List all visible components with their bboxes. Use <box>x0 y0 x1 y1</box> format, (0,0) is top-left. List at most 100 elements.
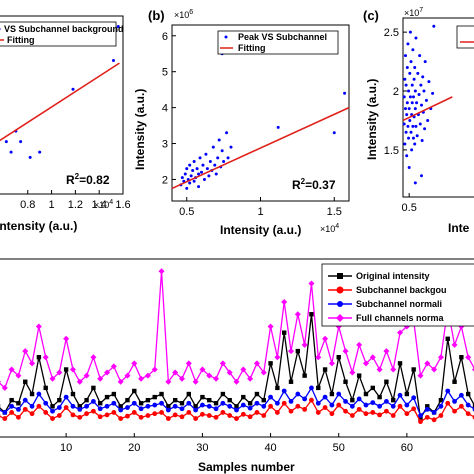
panel-c-point <box>403 54 407 58</box>
panel-b-point <box>192 159 196 163</box>
panel-d-marker-1 <box>227 413 233 418</box>
panel-d-marker-1 <box>172 412 178 418</box>
panel-b-point <box>213 163 217 167</box>
panel-c-letter: (c) <box>363 8 379 23</box>
panel-d-marker-2 <box>438 403 444 409</box>
panel-d-marker-1 <box>336 402 342 408</box>
panel-b-x-exponent-power: 4 <box>335 223 339 230</box>
panel-d-marker-3 <box>158 268 165 275</box>
panel-d-marker-1 <box>145 413 151 418</box>
panel-b-y-tick-label: 5 <box>162 67 168 79</box>
panel-d-marker-3 <box>322 335 329 342</box>
panel-d-marker-3 <box>288 348 295 355</box>
panel-d-marker-0 <box>472 404 474 409</box>
panel-d-marker-0 <box>63 367 69 372</box>
panel-c-point <box>411 95 415 99</box>
panel-c-point <box>420 174 423 178</box>
panel-d-marker-1 <box>159 410 164 415</box>
panel-b-point <box>197 172 201 176</box>
panel-d-marker-1 <box>322 405 328 410</box>
panel-d-marker-0 <box>23 379 28 384</box>
panel-d-marker-3 <box>56 369 63 376</box>
panel-b-letter: (b) <box>148 8 165 23</box>
panel-d-marker-1 <box>349 413 355 418</box>
panel-d-marker-1 <box>397 403 403 409</box>
panel-d-marker-3 <box>376 366 383 373</box>
panel-b-r2-annotation: R2=0.37 <box>292 177 336 192</box>
panel-d-marker-0 <box>452 379 457 384</box>
panel-d-marker-1 <box>445 400 451 406</box>
panel-d-marker-2 <box>56 405 62 410</box>
panel-d-marker-2 <box>384 399 389 404</box>
panel-d-marker-2 <box>411 395 417 401</box>
panel-c-x-ticks: 0.5 <box>402 193 417 214</box>
panel-d-x-axis-label: Samples number <box>198 460 295 474</box>
panel-d-marker-3 <box>15 372 22 379</box>
panel-a-x-exponent-power: 4 <box>109 199 113 206</box>
panel-d-marker-0 <box>404 391 410 397</box>
panel-c-point <box>420 138 424 142</box>
panel-d-marker-0 <box>275 385 280 391</box>
panel-d-marker-2 <box>145 403 151 409</box>
panel-d-marker-2 <box>118 407 124 413</box>
panel-d-marker-1 <box>213 414 219 420</box>
panel-d-marker-1 <box>200 411 205 417</box>
panel-b-point <box>188 163 192 167</box>
panel-d-marker-1 <box>36 403 42 409</box>
panel-d-marker-1 <box>315 410 321 415</box>
panel-c-y-exponent: ×107 <box>404 7 423 18</box>
panel-b-x-tick-label: 0.5 <box>179 206 194 218</box>
panel-d-marker-3 <box>397 329 404 336</box>
panel-d-marker-1 <box>418 419 423 425</box>
panel-d-legend-marker-fullnorm <box>336 314 344 322</box>
panel-d-marker-0 <box>132 388 137 394</box>
panel-d-marker-1 <box>77 414 83 420</box>
panel-d-marker-3 <box>124 372 131 379</box>
panel-d-marker-0 <box>411 367 416 372</box>
panel-c-point <box>432 24 436 28</box>
panel-c-point <box>413 142 417 146</box>
panel-a-fit-line <box>0 62 120 142</box>
panel-d-x-tick-label: 40 <box>264 442 276 454</box>
panel-d-marker-0 <box>418 416 423 421</box>
panel-d-marker-1 <box>411 406 417 412</box>
panel-c-point <box>406 124 410 128</box>
panel-c-point <box>404 130 408 134</box>
panel-d-marker-1 <box>465 411 471 417</box>
panel-c-point <box>420 103 423 107</box>
panel-d-marker-1 <box>268 403 273 409</box>
panel-d-marker-1 <box>125 413 130 419</box>
panel-b-point <box>197 185 201 189</box>
panel-d-marker-2 <box>424 406 430 412</box>
panel-d-marker-3 <box>1 384 8 391</box>
panel-c-point <box>408 30 412 34</box>
panel-a-x-exponent-base: ×10 <box>94 200 109 210</box>
panel-d-axes <box>0 258 474 438</box>
panel-d-marker-1 <box>438 413 444 418</box>
panel-d-marker-2 <box>418 413 423 418</box>
panel-b-legend-label-fit: Fitting <box>238 43 266 53</box>
panel-a-legend-marker-points <box>0 27 1 31</box>
panel-b-point <box>211 145 215 149</box>
panel-b-point <box>188 181 192 185</box>
panel-d-marker-3 <box>178 375 185 382</box>
panel-d-marker-2 <box>254 400 260 406</box>
panel-d-marker-0 <box>247 401 253 406</box>
panel-d-marker-2 <box>445 388 451 394</box>
panel-d-marker-1 <box>309 397 314 403</box>
panel-a-x-axis-label: Intensity (a.u.) <box>0 219 77 233</box>
panel-a-point <box>71 87 75 91</box>
panel-d-x-tick-label: 20 <box>128 442 140 454</box>
panel-d-marker-1 <box>152 411 158 417</box>
panel-d-marker-0 <box>91 385 96 391</box>
panel-d-marker-2 <box>97 406 103 412</box>
panel-d-marker-0 <box>36 355 42 360</box>
panel-d-marker-2 <box>363 402 369 408</box>
panel-d-marker-3 <box>97 375 104 382</box>
panel-d-marker-0 <box>438 397 444 403</box>
panel-d-marker-0 <box>166 404 171 409</box>
panel-d-marker-2 <box>309 385 314 391</box>
panel-d-marker-2 <box>274 400 280 406</box>
panel-d-marker-2 <box>261 403 267 409</box>
panel-a-point <box>9 150 13 154</box>
